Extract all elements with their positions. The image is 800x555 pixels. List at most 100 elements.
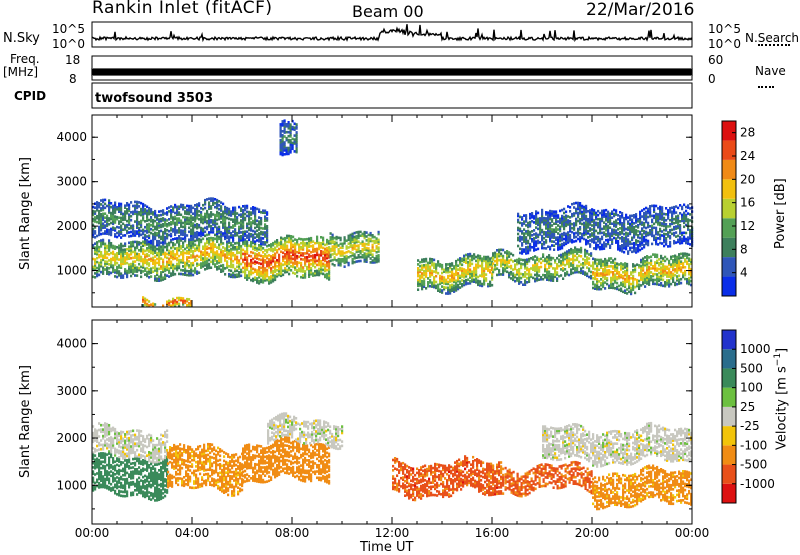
data-cell bbox=[158, 232, 161, 235]
data-cell bbox=[262, 233, 265, 236]
data-cell bbox=[638, 266, 641, 269]
data-cell bbox=[655, 232, 658, 236]
data-cell bbox=[250, 221, 253, 224]
data-cell bbox=[218, 215, 221, 219]
data-cell bbox=[558, 274, 561, 278]
data-cell bbox=[651, 226, 654, 230]
data-cell bbox=[355, 235, 358, 238]
data-cell bbox=[543, 222, 546, 226]
data-cell bbox=[574, 269, 577, 272]
data-cell bbox=[204, 258, 207, 261]
data-cell bbox=[447, 274, 450, 278]
data-cell bbox=[248, 270, 251, 274]
data-cell bbox=[314, 261, 317, 265]
data-cell bbox=[286, 234, 289, 238]
data-cell bbox=[182, 255, 185, 258]
data-cell bbox=[333, 248, 336, 251]
data-cell bbox=[349, 255, 352, 258]
data-cell bbox=[487, 284, 490, 288]
data-cell bbox=[656, 279, 659, 282]
data-cell bbox=[583, 211, 586, 215]
data-cell bbox=[96, 274, 99, 278]
data-cell bbox=[682, 271, 685, 275]
data-cell bbox=[178, 217, 181, 220]
data-cell bbox=[156, 257, 159, 261]
data-cell bbox=[214, 201, 217, 205]
data-cell bbox=[328, 254, 331, 257]
data-cell bbox=[288, 262, 291, 266]
data-cell bbox=[502, 271, 505, 274]
data-cell bbox=[553, 216, 556, 219]
data-cell bbox=[208, 201, 211, 204]
data-cell bbox=[577, 203, 580, 207]
data-cell bbox=[268, 266, 271, 269]
data-cell bbox=[208, 231, 211, 234]
data-cell bbox=[545, 213, 548, 216]
data-cell bbox=[465, 275, 468, 278]
data-cell bbox=[104, 268, 107, 271]
data-cell bbox=[625, 227, 628, 231]
data-cell bbox=[521, 224, 524, 227]
data-cell bbox=[242, 209, 245, 212]
data-cell bbox=[546, 278, 549, 281]
data-cell bbox=[457, 283, 460, 287]
data-cell bbox=[459, 266, 462, 270]
data-cell bbox=[126, 248, 129, 251]
data-cell bbox=[439, 288, 442, 291]
data-cell bbox=[441, 289, 444, 292]
data-cell bbox=[194, 213, 197, 217]
data-cell bbox=[429, 267, 432, 270]
data-cell bbox=[491, 274, 494, 277]
data-cell bbox=[353, 247, 356, 250]
data-cell bbox=[318, 247, 321, 251]
data-cell bbox=[142, 214, 145, 218]
data-cell bbox=[272, 269, 275, 273]
data-cell bbox=[170, 234, 173, 238]
data-cell bbox=[218, 267, 221, 270]
data-cell bbox=[100, 245, 103, 248]
data-cell bbox=[638, 279, 641, 283]
data-cell bbox=[208, 197, 211, 201]
data-cell bbox=[489, 265, 492, 268]
data-cell bbox=[585, 206, 588, 210]
data-cell bbox=[586, 266, 589, 269]
data-cell bbox=[134, 252, 137, 255]
data-cell bbox=[150, 271, 153, 274]
data-cell bbox=[258, 266, 261, 269]
data-cell bbox=[240, 219, 243, 222]
data-cell bbox=[331, 249, 334, 252]
data-cell bbox=[536, 256, 539, 259]
data-cell bbox=[664, 271, 667, 274]
data-cell bbox=[100, 270, 103, 274]
data-cell bbox=[443, 287, 446, 291]
data-cell bbox=[339, 242, 342, 246]
data-cell bbox=[102, 242, 105, 246]
data-cell bbox=[136, 210, 139, 214]
data-cell bbox=[126, 211, 129, 215]
data-cell bbox=[296, 262, 299, 266]
data-cell bbox=[463, 268, 466, 271]
data-cell bbox=[284, 242, 287, 246]
data-cell bbox=[220, 250, 223, 254]
data-cell bbox=[531, 212, 534, 215]
data-cell bbox=[375, 258, 378, 262]
data-cell bbox=[190, 240, 193, 243]
data-cell bbox=[238, 245, 241, 248]
data-cell bbox=[292, 261, 295, 265]
data-cell bbox=[150, 218, 153, 221]
data-cell bbox=[688, 276, 691, 280]
data-cell bbox=[607, 240, 610, 244]
data-cell bbox=[377, 248, 380, 251]
data-cell bbox=[331, 241, 334, 244]
data-cell bbox=[566, 256, 569, 260]
data-cell bbox=[578, 270, 581, 274]
data-cell bbox=[286, 236, 289, 240]
data-cell bbox=[548, 278, 551, 282]
data-cell bbox=[543, 218, 546, 222]
data-cell bbox=[586, 260, 589, 263]
data-cell bbox=[648, 273, 651, 277]
data-cell bbox=[154, 247, 157, 250]
data-cell bbox=[228, 269, 231, 272]
data-cell bbox=[312, 258, 315, 261]
data-cell bbox=[453, 267, 456, 270]
